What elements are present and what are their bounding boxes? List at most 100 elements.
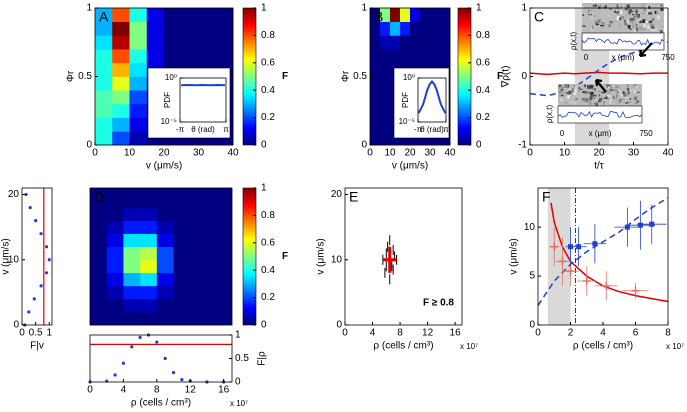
image-speckle — [573, 102, 576, 105]
colorbar — [242, 187, 257, 326]
image-speckle — [660, 4, 662, 6]
arrow — [594, 78, 607, 93]
heatmap-cell — [190, 285, 208, 300]
x-tick-label: 0 — [19, 328, 25, 339]
image-speckle — [614, 89, 618, 92]
image-speckle — [579, 102, 582, 104]
heatmap-cell — [198, 21, 217, 36]
heatmap-cell — [112, 35, 130, 50]
image-speckle — [659, 25, 663, 29]
heatmap-cell — [190, 311, 208, 326]
image-speckle — [633, 84, 637, 88]
image-speckle — [591, 16, 593, 20]
image-speckle — [657, 11, 659, 15]
heatmap-cell — [400, 49, 411, 64]
image-speckle — [574, 88, 579, 92]
image-speckle — [579, 88, 583, 90]
x-tick-label: 0 — [87, 385, 93, 396]
y-tick-label: 10⁰ — [165, 73, 177, 82]
image-speckle — [633, 29, 636, 33]
image-speckle — [589, 85, 594, 89]
image-speckle — [652, 7, 655, 12]
x-tick-label: 30 — [628, 148, 640, 159]
image-speckle — [617, 91, 619, 93]
image-speckle — [582, 14, 584, 16]
point — [24, 192, 28, 197]
image-speckle — [624, 102, 629, 104]
image-speckle — [568, 90, 572, 95]
inset-x-label: x (μm) — [589, 129, 612, 138]
image-speckle — [564, 101, 568, 104]
image-speckle — [592, 5, 595, 7]
panel-letter: D — [94, 189, 104, 205]
heatmap-cell — [95, 103, 113, 118]
image-speckle — [620, 26, 624, 28]
image-speckle — [635, 23, 638, 27]
y-tick-label: 1 — [361, 3, 367, 14]
heatmap-cell — [146, 49, 165, 64]
x-axis-label: ρ (cells / cm³) — [573, 341, 633, 352]
image-speckle — [560, 94, 564, 97]
heatmap-cell — [112, 21, 130, 36]
inset-plot — [557, 105, 643, 124]
heatmap-cell — [190, 246, 208, 261]
colorbar-tick-label: 0.4 — [261, 265, 275, 276]
image-speckle — [588, 10, 592, 15]
y-tick-label: 1 — [521, 3, 527, 14]
heatmap-cell — [140, 220, 158, 234]
image-speckle — [569, 101, 572, 105]
colorbar-tick-label: 0.8 — [261, 30, 275, 41]
point — [28, 205, 32, 210]
image-speckle — [630, 21, 634, 23]
heatmap-cell — [380, 90, 391, 105]
heatmap-cell — [112, 117, 130, 132]
x-tick-label: 0 — [527, 148, 533, 159]
shaded-span — [547, 188, 571, 325]
x-tick-label: 10 — [124, 148, 136, 159]
heatmap-cell — [190, 220, 208, 234]
heatmap-cell — [106, 246, 124, 261]
heatmap-cell — [370, 103, 381, 118]
heatmap-cell — [140, 246, 158, 261]
heatmap-cell — [140, 272, 158, 287]
image-speckle — [582, 91, 585, 94]
image-speckle — [592, 96, 595, 99]
x-axis-label: t/τ — [594, 161, 604, 172]
image-speckle — [627, 24, 631, 29]
point — [649, 221, 655, 227]
y-tick-label: 20 — [8, 189, 20, 200]
heatmap-cell — [370, 21, 381, 36]
image-speckle — [623, 93, 626, 97]
x-tick-label: 0 — [367, 148, 373, 159]
image-speckle — [627, 101, 632, 103]
heatmap-cell — [390, 131, 401, 146]
image-speckle — [631, 22, 636, 27]
image-speckle — [592, 87, 594, 90]
image-speckle — [629, 18, 633, 22]
x-axis-label: F|v — [30, 341, 44, 352]
image-speckle — [624, 8, 628, 11]
image-speckle — [657, 17, 661, 22]
x-tick-label: 10 — [384, 148, 396, 159]
image-speckle — [587, 84, 591, 89]
image-speckle — [631, 24, 634, 29]
y-tick-label: 0.5 — [235, 353, 249, 364]
x-axis-label: ρ (cells / cm³) — [131, 398, 191, 409]
image-speckle — [636, 100, 640, 103]
image-speckle — [601, 91, 606, 94]
heatmap-cell — [90, 246, 108, 261]
image-speckle — [628, 12, 631, 15]
image-speckle — [603, 97, 608, 99]
image-speckle — [634, 85, 638, 90]
image-speckle — [574, 84, 577, 86]
x-tick-label: 1 — [46, 328, 52, 339]
image-speckle — [599, 96, 603, 99]
heatmap-cell — [164, 21, 182, 36]
y-tick-label: -1 — [518, 140, 527, 151]
heatmap-cell — [90, 207, 108, 221]
image-speckle — [595, 20, 598, 24]
heatmap-cell — [173, 246, 191, 261]
image-speckle — [615, 10, 620, 14]
image-speckle — [628, 23, 631, 26]
image-speckle — [598, 90, 601, 92]
